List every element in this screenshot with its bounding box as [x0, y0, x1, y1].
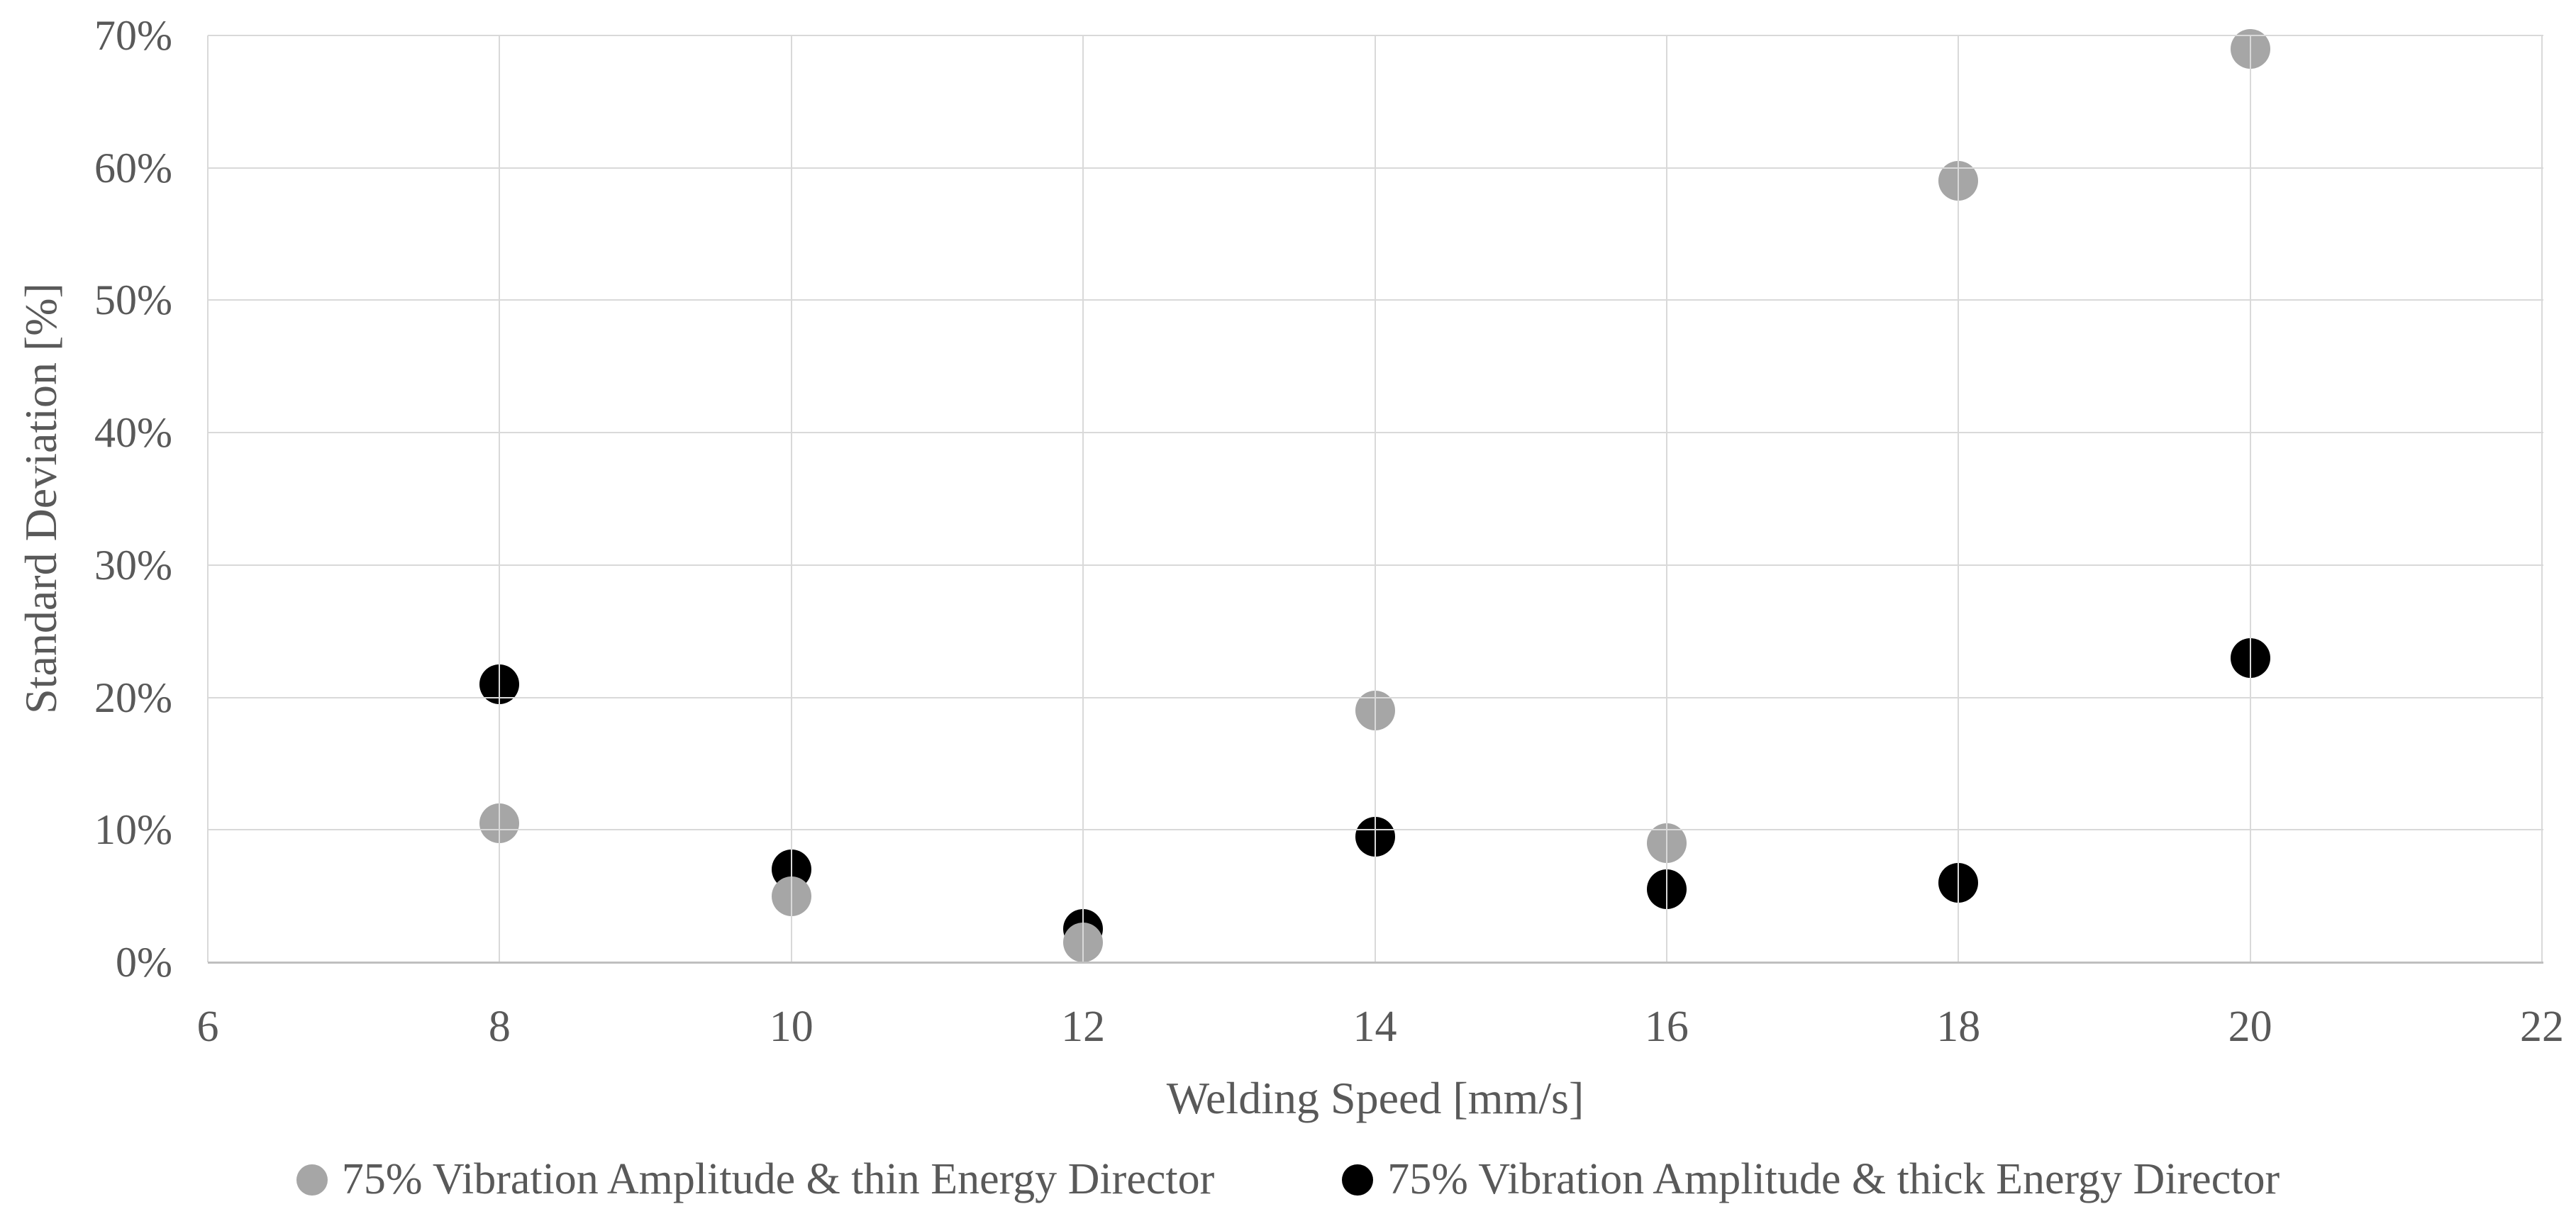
y-tick-label: 10% [94, 806, 172, 854]
legend-marker-thin-gray-dot-icon [296, 1164, 328, 1196]
gridline-y-40 [208, 432, 2543, 434]
gridline-x-20 [2249, 35, 2251, 962]
y-tick-label: 40% [94, 409, 172, 457]
y-tick-label: 70% [94, 12, 172, 59]
x-tick-label: 12 [1061, 1003, 1106, 1051]
gridline-x-18 [1958, 35, 1960, 962]
x-tick-label: 8 [488, 1003, 511, 1051]
gridline-x-12 [1082, 35, 1084, 962]
legend-item-thick: 75% Vibration Amplitude & thick Energy D… [1342, 1154, 2280, 1205]
gridline-x-16 [1665, 35, 1667, 962]
chart-legend: 75% Vibration Amplitude & thin Energy Di… [0, 1154, 2576, 1205]
gridline-x-22 [2541, 35, 2543, 962]
gridline-x-8 [499, 35, 501, 962]
x-tick-label: 18 [1936, 1003, 1981, 1051]
legend-label-thin: 75% Vibration Amplitude & thin Energy Di… [341, 1155, 1215, 1203]
x-tick-label: 16 [1644, 1003, 1689, 1051]
gridline-x-6 [207, 35, 209, 962]
y-tick-label: 0% [116, 939, 172, 986]
gridline-x-10 [790, 35, 792, 962]
legend-item-thin: 75% Vibration Amplitude & thin Energy Di… [296, 1154, 1214, 1205]
y-tick-label: 20% [94, 674, 172, 721]
y-tick-label: 60% [94, 144, 172, 191]
legend-marker-thick-black-dot-icon [1342, 1164, 1374, 1196]
gridline-x-14 [1374, 35, 1376, 962]
gridline-y-50 [208, 299, 2543, 301]
y-axis-title: Standard Deviation [%] [16, 283, 66, 714]
x-tick-label: 6 [196, 1003, 219, 1051]
gridline-y-30 [208, 564, 2543, 566]
legend-label-thick: 75% Vibration Amplitude & thick Energy D… [1387, 1155, 2280, 1203]
gridline-y-70 [208, 35, 2543, 36]
x-tick-label: 22 [2520, 1003, 2564, 1051]
x-tick-label: 20 [2228, 1003, 2272, 1051]
y-tick-label: 50% [94, 277, 172, 324]
x-tick-label: 10 [769, 1003, 814, 1051]
gridline-y-10 [208, 829, 2543, 831]
gridline-y-20 [208, 696, 2543, 698]
x-tick-label: 14 [1353, 1003, 1397, 1051]
y-tick-label: 30% [94, 541, 172, 589]
gridline-y-60 [208, 167, 2543, 169]
x-axis-title: Welding Speed [mm/s] [1166, 1073, 1584, 1123]
x-axis-line [208, 962, 2543, 964]
